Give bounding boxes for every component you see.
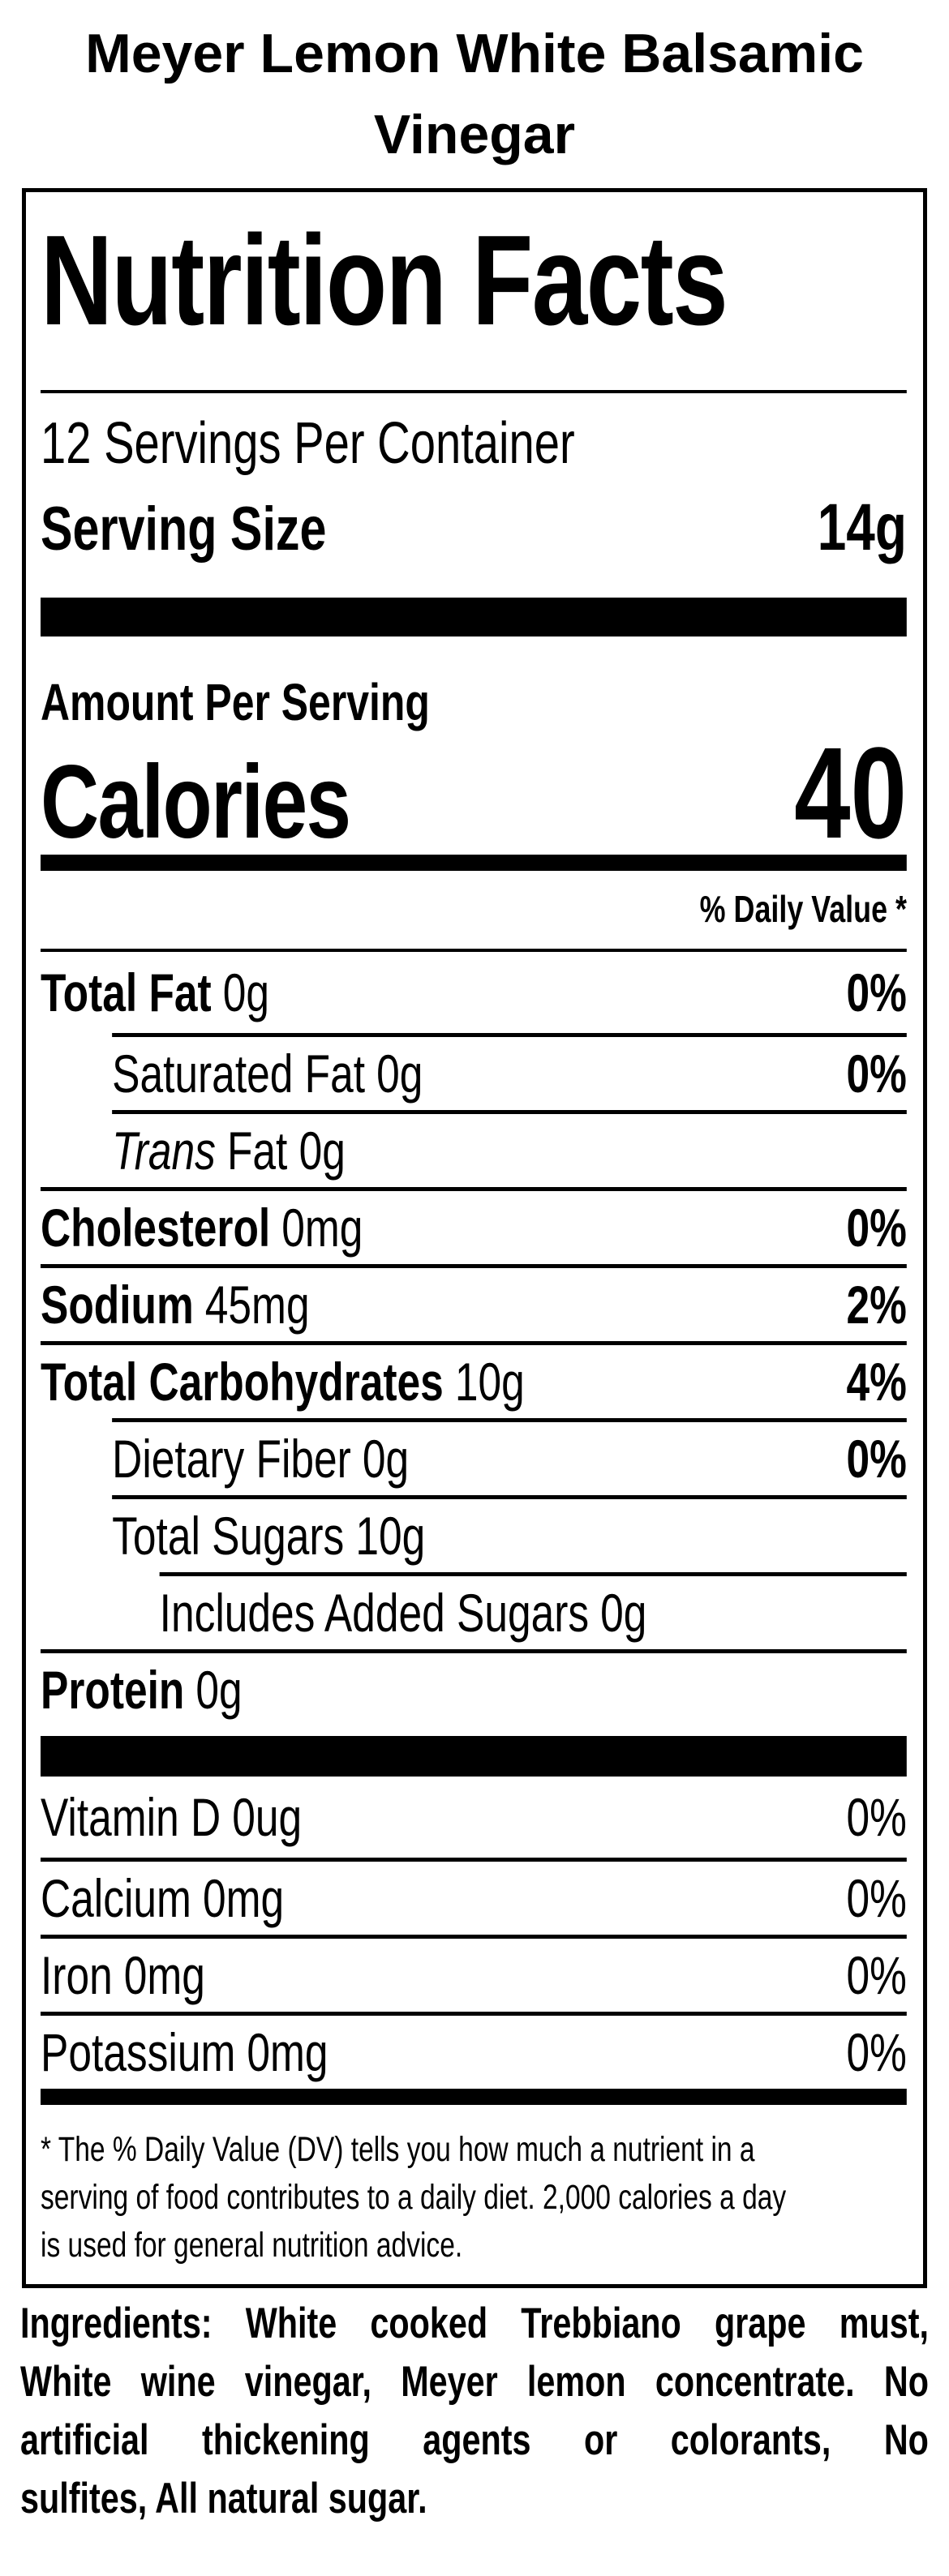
nutrient-label: Potassium 0mg: [41, 2022, 328, 2082]
daily-value-footnote: * The % Daily Value (DV) tells you how m…: [41, 2126, 907, 2270]
nutrient-row-iron: Iron 0mg 0%: [41, 1935, 907, 2012]
daily-value: 0%: [846, 962, 907, 1022]
nutrient-row-calcium: Calcium 0mg 0%: [41, 1858, 907, 1935]
heading-divider: [41, 390, 907, 393]
product-title-line-1: Meyer Lemon White Balsamic: [85, 23, 864, 84]
nutrient-label: Includes Added Sugars 0g: [159, 1583, 647, 1643]
nutrient-row-protein: Protein 0g: [41, 1649, 907, 1726]
daily-value: 0%: [846, 1868, 907, 1928]
nutrient-label: Trans Fat 0g: [112, 1121, 346, 1181]
nutrient-label: Sodium 45mg: [41, 1275, 310, 1335]
nutrient-label: Cholesterol 0mg: [41, 1198, 363, 1258]
nutrient-row-added-sugars: Includes Added Sugars 0g: [159, 1572, 907, 1649]
nutrient-row-potassium: Potassium 0mg 0%: [41, 2012, 907, 2089]
nutrient-label: Total Carbohydrates 10g: [41, 1352, 525, 1412]
nutrient-row-cholesterol: Cholesterol 0mg 0%: [41, 1187, 907, 1264]
daily-value: 2%: [846, 1275, 907, 1335]
nutrient-row-trans-fat: Trans Fat 0g: [112, 1110, 907, 1187]
amount-per-serving-label: Amount Per Serving: [41, 673, 430, 731]
footnote-line: serving of food contributes to a daily d…: [41, 2178, 787, 2217]
medium-divider-bar: [41, 2089, 907, 2105]
serving-size-row: Serving Size 14g: [41, 489, 907, 568]
nutrient-label: Saturated Fat 0g: [112, 1044, 423, 1104]
serving-size-label: Serving Size: [41, 495, 327, 564]
daily-value: 4%: [846, 1352, 907, 1412]
ingredients-line: sulfites, All natural sugar.: [20, 2475, 427, 2522]
daily-value: 0%: [846, 1044, 907, 1104]
nutrient-row-sodium: Sodium 45mg 2%: [41, 1264, 907, 1341]
daily-value: 0%: [846, 1945, 907, 2005]
nutrition-facts-panel: Nutrition Facts 12 Servings Per Containe…: [22, 188, 927, 2288]
ingredients-paragraph: Ingredients: White cooked Trebbiano grap…: [20, 2295, 929, 2528]
nutrient-label: Protein 0g: [41, 1660, 243, 1720]
daily-value-header: % Daily Value *: [41, 871, 907, 952]
nutrient-row-total-fat: Total Fat 0g 0%: [41, 952, 907, 1033]
calories-row: Calories 40: [41, 720, 907, 865]
footnote-line: is used for general nutrition advice.: [41, 2226, 463, 2265]
footnote-line: * The % Daily Value (DV) tells you how m…: [41, 2130, 755, 2169]
nutrient-row-vitamin-d: Vitamin D 0ug 0%: [41, 1777, 907, 1858]
ingredients-line: artificial thickening agents or colorant…: [20, 2416, 929, 2464]
ingredients-line: Ingredients: White cooked Trebbiano grap…: [20, 2300, 929, 2347]
daily-value: 0%: [846, 1787, 907, 1847]
daily-value: 0%: [846, 1198, 907, 1258]
serving-size-value: 14g: [817, 491, 907, 564]
daily-value: 0%: [846, 2022, 907, 2082]
servings-per-container: 12 Servings Per Container: [41, 411, 575, 476]
nutrient-row-total-sugars: Total Sugars 10g: [112, 1495, 907, 1572]
ingredients-line: White wine vinegar, Meyer lemon concentr…: [20, 2358, 929, 2406]
medium-divider-bar: [41, 855, 907, 871]
daily-value: 0%: [846, 1429, 907, 1489]
nutrient-label: Iron 0mg: [41, 1945, 205, 2005]
nutrient-label: Total Fat 0g: [41, 962, 269, 1022]
product-title-line-2: Vinegar: [373, 104, 576, 165]
nutrient-label: Dietary Fiber 0g: [112, 1429, 410, 1489]
nutrition-facts-heading: Nutrition Facts: [41, 209, 728, 352]
nutrient-row-dietary-fiber: Dietary Fiber 0g 0%: [112, 1418, 907, 1495]
nutrient-label: Vitamin D 0ug: [41, 1787, 303, 1847]
nutrient-label: Total Sugars 10g: [112, 1506, 426, 1566]
thick-divider-bar: [41, 598, 907, 636]
thick-divider-bar: [41, 1736, 907, 1777]
nutrient-row-saturated-fat: Saturated Fat 0g 0%: [112, 1033, 907, 1110]
nutrient-row-total-carbohydrates: Total Carbohydrates 10g 4%: [41, 1341, 907, 1418]
calories-label: Calories: [41, 744, 351, 860]
nutrient-label: Calcium 0mg: [41, 1868, 285, 1928]
product-title: Meyer Lemon White Balsamic Vinegar: [0, 0, 949, 175]
calories-value: 40: [794, 720, 907, 865]
